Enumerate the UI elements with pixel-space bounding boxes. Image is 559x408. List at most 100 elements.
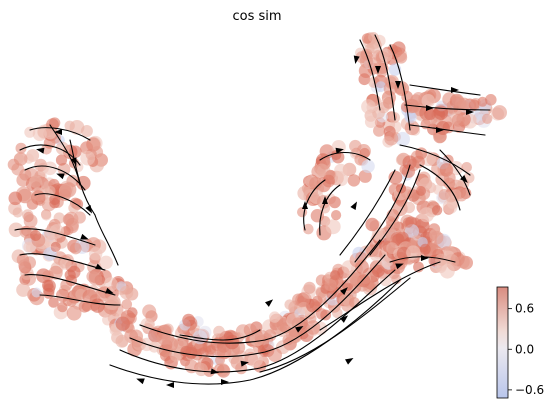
cell-point bbox=[309, 176, 323, 190]
streamline bbox=[319, 261, 441, 331]
streamline-arrowhead bbox=[460, 175, 468, 183]
cell-point bbox=[324, 279, 337, 292]
streamline-arrowhead bbox=[302, 201, 308, 209]
cell-point bbox=[391, 274, 402, 285]
streamline-arrowhead bbox=[322, 196, 328, 204]
cell-point bbox=[379, 274, 392, 287]
cell-point bbox=[18, 259, 31, 272]
cell-point bbox=[57, 301, 68, 313]
cell-point bbox=[372, 229, 384, 241]
streamline bbox=[119, 269, 396, 373]
cell-point bbox=[224, 334, 240, 350]
streamline bbox=[339, 169, 396, 256]
streamline-arrowhead bbox=[105, 287, 114, 294]
streamline bbox=[303, 179, 326, 231]
streamline-arrowhead bbox=[95, 263, 104, 270]
cell-point bbox=[456, 255, 470, 269]
cell-point bbox=[8, 191, 23, 206]
cell-point bbox=[328, 196, 341, 209]
streamline-arrowhead bbox=[353, 55, 360, 64]
cell-point bbox=[49, 224, 65, 239]
velocity-streamlines bbox=[14, 34, 491, 385]
cell-point bbox=[443, 171, 456, 184]
streamline bbox=[419, 164, 461, 211]
cell-point bbox=[402, 217, 414, 228]
cell-point bbox=[64, 211, 79, 226]
cell-point bbox=[349, 297, 360, 308]
cell-point bbox=[42, 279, 54, 291]
cell-point bbox=[247, 352, 263, 368]
cell-point bbox=[23, 214, 38, 228]
cell-point bbox=[31, 287, 42, 298]
streamline bbox=[359, 39, 381, 111]
cell-point bbox=[368, 32, 379, 43]
streamline bbox=[129, 254, 386, 358]
cell-point bbox=[404, 224, 419, 239]
cell-point bbox=[57, 162, 71, 176]
cell-point bbox=[454, 188, 468, 202]
cell-point bbox=[395, 131, 411, 147]
cell-point bbox=[88, 271, 103, 286]
streamline bbox=[94, 214, 119, 266]
cell-point bbox=[431, 205, 443, 216]
cell-point bbox=[485, 94, 497, 106]
streamline bbox=[319, 184, 341, 236]
cell-point bbox=[76, 175, 91, 191]
cell-point bbox=[67, 265, 81, 279]
streamline-arrowhead bbox=[375, 66, 381, 74]
cell-point bbox=[48, 297, 59, 308]
cell-point bbox=[303, 281, 316, 294]
cell-point bbox=[361, 99, 376, 114]
cell-point bbox=[80, 150, 96, 166]
streamline bbox=[24, 274, 116, 296]
streamline-arrowhead bbox=[36, 147, 45, 154]
cell-point bbox=[16, 282, 31, 297]
cell-point bbox=[416, 186, 426, 196]
cell-point bbox=[492, 105, 507, 120]
cell-point bbox=[332, 287, 344, 298]
cell-point bbox=[319, 158, 331, 170]
cell-point bbox=[50, 241, 61, 252]
streamline-arrowhead bbox=[240, 360, 249, 367]
cell-point bbox=[406, 245, 421, 260]
cell-point bbox=[142, 304, 157, 319]
streamline-arrowhead bbox=[80, 233, 89, 240]
cell-point bbox=[183, 344, 197, 358]
cell-point bbox=[303, 223, 314, 235]
cell-point bbox=[454, 97, 467, 110]
colorbar-gradient bbox=[496, 286, 509, 399]
cell-point bbox=[338, 294, 351, 306]
streamline bbox=[29, 127, 91, 141]
streamline bbox=[179, 329, 261, 341]
cell-point bbox=[48, 265, 63, 280]
streamline bbox=[399, 144, 471, 176]
cell-point bbox=[350, 276, 362, 288]
cell-point bbox=[284, 299, 295, 310]
cell-point bbox=[12, 207, 23, 218]
cell-point bbox=[59, 183, 72, 195]
cell-point bbox=[115, 334, 129, 348]
cell-point bbox=[194, 362, 208, 377]
streamline-arrowhead bbox=[136, 378, 145, 385]
cell-point bbox=[131, 336, 143, 348]
cell-point bbox=[267, 347, 282, 362]
streamline-arrowhead bbox=[395, 81, 401, 89]
streamline-arrowhead bbox=[295, 326, 304, 333]
streamline-arrowhead bbox=[335, 147, 344, 154]
streamline bbox=[139, 239, 381, 344]
colorbar: 0.6 0.0 −0.6 bbox=[496, 286, 544, 399]
streamline-arrowhead bbox=[265, 299, 274, 307]
cell-point bbox=[419, 243, 431, 255]
cell-point bbox=[403, 201, 415, 214]
cell-point bbox=[333, 171, 349, 187]
streamline-arrowhead bbox=[56, 173, 65, 180]
cell-point bbox=[216, 364, 231, 378]
streamline-arrowhead bbox=[395, 263, 404, 270]
cell-point bbox=[482, 113, 493, 125]
cell-point bbox=[372, 264, 385, 278]
cell-point bbox=[373, 124, 385, 137]
cell-point bbox=[55, 154, 68, 166]
cell-point bbox=[78, 300, 91, 313]
cell-point bbox=[332, 307, 343, 319]
